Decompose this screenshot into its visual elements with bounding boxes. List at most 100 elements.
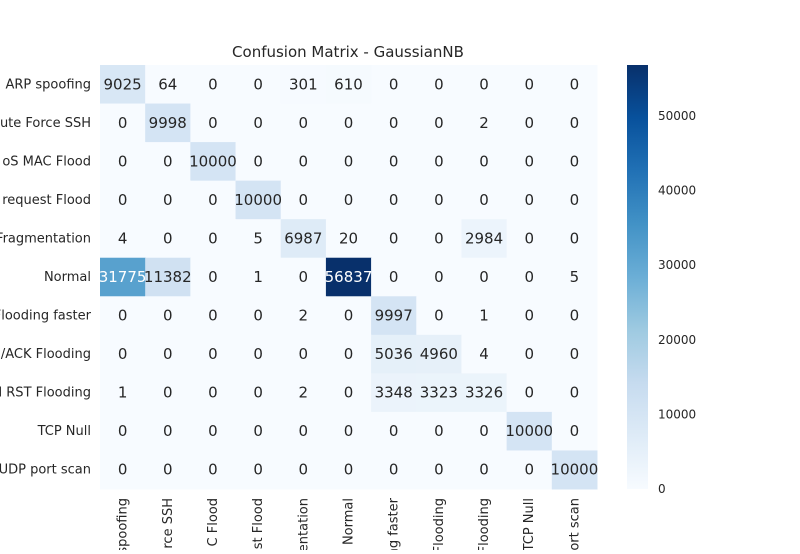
cell-value-label: 0 [163, 191, 173, 209]
colorbar-ticks: 0 10000 20000 30000 40000 50000 [658, 109, 696, 496]
heatmap-cell [371, 411, 417, 451]
heatmap-cell [371, 65, 417, 105]
heatmap-cell [461, 180, 508, 220]
cell-value-label: 0 [344, 345, 354, 363]
cell-value-label: 31775 [99, 268, 147, 286]
cell-value-label: 0 [344, 461, 354, 479]
heatmap-cell [551, 450, 598, 490]
heatmap-cell [416, 411, 462, 451]
heatmap-cell [235, 103, 282, 143]
heatmap-cell [280, 296, 327, 336]
heatmap-cell [506, 103, 553, 143]
column-tick-label: Flooding [477, 498, 492, 550]
cell-value-label: 3323 [420, 384, 458, 402]
column-tick-label: spoofing [116, 498, 131, 550]
cell-value-label: 0 [389, 461, 399, 479]
heatmap-cell [145, 219, 191, 259]
cell-value-label: 0 [118, 191, 128, 209]
heatmap-cell [235, 373, 282, 413]
cell-value-label: 4 [118, 229, 128, 247]
cell-value-label: 0 [208, 191, 218, 209]
heatmap-cell [235, 450, 282, 490]
row-tick-label: ARP spoofing [5, 77, 91, 92]
cell-value-label: 0 [253, 114, 263, 132]
heatmap-cell [325, 411, 372, 451]
cell-value-label: 0 [118, 461, 128, 479]
cell-value-label: 2 [479, 114, 489, 132]
cell-value-label: 0 [434, 229, 444, 247]
heatmap-cell [280, 450, 327, 490]
cell-value-label: 0 [570, 152, 580, 170]
cell-value-label: 0 [163, 461, 173, 479]
heatmap-cell [371, 180, 417, 220]
cell-value-label: 0 [344, 114, 354, 132]
heatmap-cell [416, 142, 462, 182]
heatmap-cell [506, 219, 553, 259]
cell-value-label: 10000 [189, 152, 237, 170]
cell-value-label: 9997 [375, 307, 413, 325]
cell-value-label: 0 [434, 191, 444, 209]
heatmap-cell [280, 219, 327, 259]
heatmap-cell [145, 373, 191, 413]
heatmap-cell [145, 180, 191, 220]
heatmap-cell [506, 411, 553, 451]
heatmap-cell [461, 142, 508, 182]
cell-value-label: 0 [434, 75, 444, 93]
cell-value-label: 0 [253, 75, 263, 93]
heatmap-cell [100, 411, 146, 451]
colorbar-tick-label: 30000 [658, 258, 696, 272]
cell-value-label: 4 [479, 345, 489, 363]
heatmap-cell [325, 219, 372, 259]
cell-value-label: 0 [570, 307, 580, 325]
cell-value-label: 0 [434, 461, 444, 479]
cell-value-label: 0 [163, 345, 173, 363]
heatmap-cell [100, 103, 146, 143]
heatmap-cell [100, 334, 146, 374]
heatmap-cell [461, 373, 508, 413]
column-tick-label: ort scan [567, 498, 582, 550]
heatmap-cell [371, 296, 417, 336]
cell-value-label: 0 [570, 191, 580, 209]
cell-value-label: 0 [389, 191, 399, 209]
cell-value-label: 0 [299, 191, 309, 209]
heatmap-cell [190, 65, 237, 105]
heatmap-cell [280, 103, 327, 143]
heatmap-cell [551, 334, 598, 374]
colorbar-tick-label: 20000 [658, 333, 696, 347]
cell-value-label: 0 [524, 268, 534, 286]
heatmap-cell [100, 180, 146, 220]
cell-value-label: 0 [389, 114, 399, 132]
cell-value-label: 0 [163, 307, 173, 325]
cell-value-label: 0 [208, 229, 218, 247]
cell-value-label: 0 [118, 345, 128, 363]
heatmap-cell [280, 411, 327, 451]
heatmap-cell [190, 373, 237, 413]
heatmap-cell [325, 180, 372, 220]
cell-value-label: 0 [253, 152, 263, 170]
cell-value-label: 0 [389, 75, 399, 93]
heatmap-cell [145, 103, 191, 143]
cell-value-label: 5 [570, 268, 580, 286]
cell-value-label: 0 [570, 114, 580, 132]
heatmap-cell [461, 219, 508, 259]
colorbar [627, 65, 648, 489]
cell-value-label: 9025 [103, 75, 141, 93]
cell-value-label: 1 [479, 307, 489, 325]
heatmap-cell [325, 450, 372, 490]
heatmap-cell [100, 142, 146, 182]
cell-value-label: 0 [434, 422, 444, 440]
heatmap-cell [100, 257, 146, 297]
heatmap-cell [145, 450, 191, 490]
heatmap-cell [190, 296, 237, 336]
cell-value-label: 0 [208, 268, 218, 286]
heatmap-cell [551, 103, 598, 143]
heatmap-cell [461, 450, 508, 490]
heatmap-cell [100, 450, 146, 490]
cell-value-label: 2984 [465, 229, 503, 247]
heatmap-cell [235, 411, 282, 451]
cell-value-label: 5 [253, 229, 263, 247]
cell-value-label: 0 [479, 191, 489, 209]
cell-value-label: 0 [570, 384, 580, 402]
heatmap-cell [280, 257, 327, 297]
